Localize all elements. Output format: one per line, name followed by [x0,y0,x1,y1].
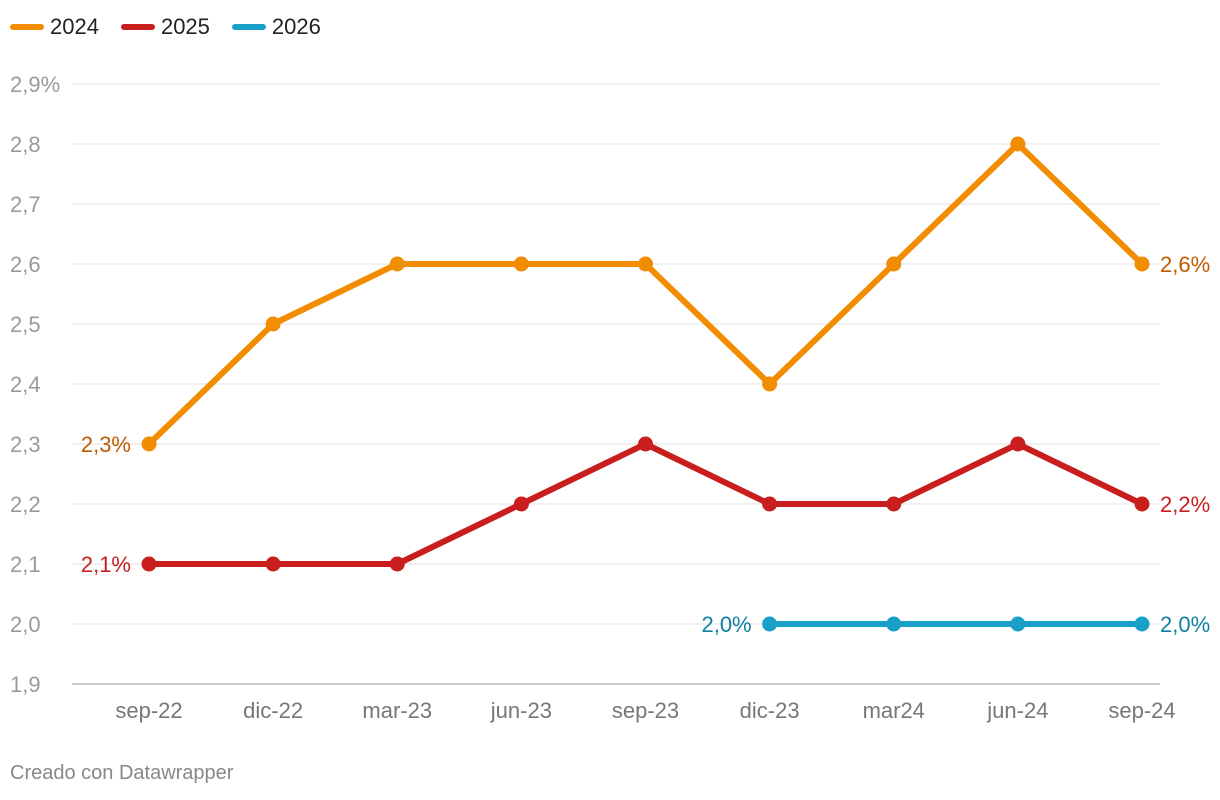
legend: 2024 2025 2026 [10,14,321,40]
data-point-2025 [886,496,902,512]
x-tick-label: dic-23 [740,698,800,723]
data-point-2024 [141,436,157,452]
data-point-2025 [1010,436,1026,452]
x-tick-label: mar24 [863,698,925,723]
footer-credit: Creado con Datawrapper [10,762,234,784]
data-point-2025 [141,556,157,572]
y-tick-label: 2,5 [10,312,41,337]
legend-label-2024: 2024 [50,14,99,39]
x-tick-label: mar-23 [362,698,432,723]
y-tick-label: 2,8 [10,132,41,157]
legend-swatch-2026 [231,24,266,30]
data-point-2025 [513,496,529,512]
legend-item-2024: 2024 [10,14,99,40]
x-tick-label: sep-23 [612,698,679,723]
legend-swatch-2025 [120,24,155,30]
data-point-2026 [886,616,902,632]
y-tick-label: 2,4 [10,372,41,397]
series-start-label: 2,0% [701,612,751,637]
data-point-2024 [638,256,653,272]
data-point-2025 [638,436,653,452]
series-start-label: 2,1% [81,552,131,577]
y-tick-label: 2,2 [10,492,41,517]
x-tick-label: jun-24 [986,698,1048,723]
legend-swatch-2024 [10,24,44,30]
x-tick-label: sep-22 [115,698,182,723]
series-end-label: 2,2% [1160,492,1210,517]
data-point-2024 [886,256,902,272]
series-end-label: 2,6% [1160,252,1210,277]
y-tick-label: 2,9% [10,72,60,97]
y-tick-label: 2,6 [10,252,41,277]
series-start-label: 2,3% [81,432,131,457]
data-point-2025 [389,556,405,572]
data-point-2025 [1134,496,1150,512]
data-point-2026 [1010,616,1026,632]
series-line-2024 [146,141,1145,447]
legend-label-2025: 2025 [160,14,210,39]
x-tick-label: sep-24 [1108,698,1175,723]
y-tick-label: 2,1 [10,552,41,577]
data-point-2024 [389,256,405,272]
y-tick-label: 2,7 [10,192,41,217]
y-tick-label: 2,0 [10,612,41,637]
legend-item-2026: 2026 [231,14,321,40]
data-point-2025 [265,556,281,572]
data-point-2024 [762,376,778,392]
data-point-2024 [1010,136,1026,152]
x-tick-label: dic-22 [243,698,303,723]
x-tick-label: jun-23 [490,698,552,723]
legend-item-2025: 2025 [120,14,210,40]
data-point-2024 [1134,256,1150,272]
y-tick-label: 1,9 [10,672,41,697]
y-tick-label: 2,3 [10,432,41,457]
data-point-2024 [513,256,529,272]
legend-label-2026: 2026 [271,14,321,39]
series-end-label: 2,0% [1160,612,1210,637]
data-point-2026 [1134,616,1150,632]
data-point-2026 [762,616,778,632]
data-point-2025 [762,496,778,512]
data-point-2024 [265,316,281,332]
